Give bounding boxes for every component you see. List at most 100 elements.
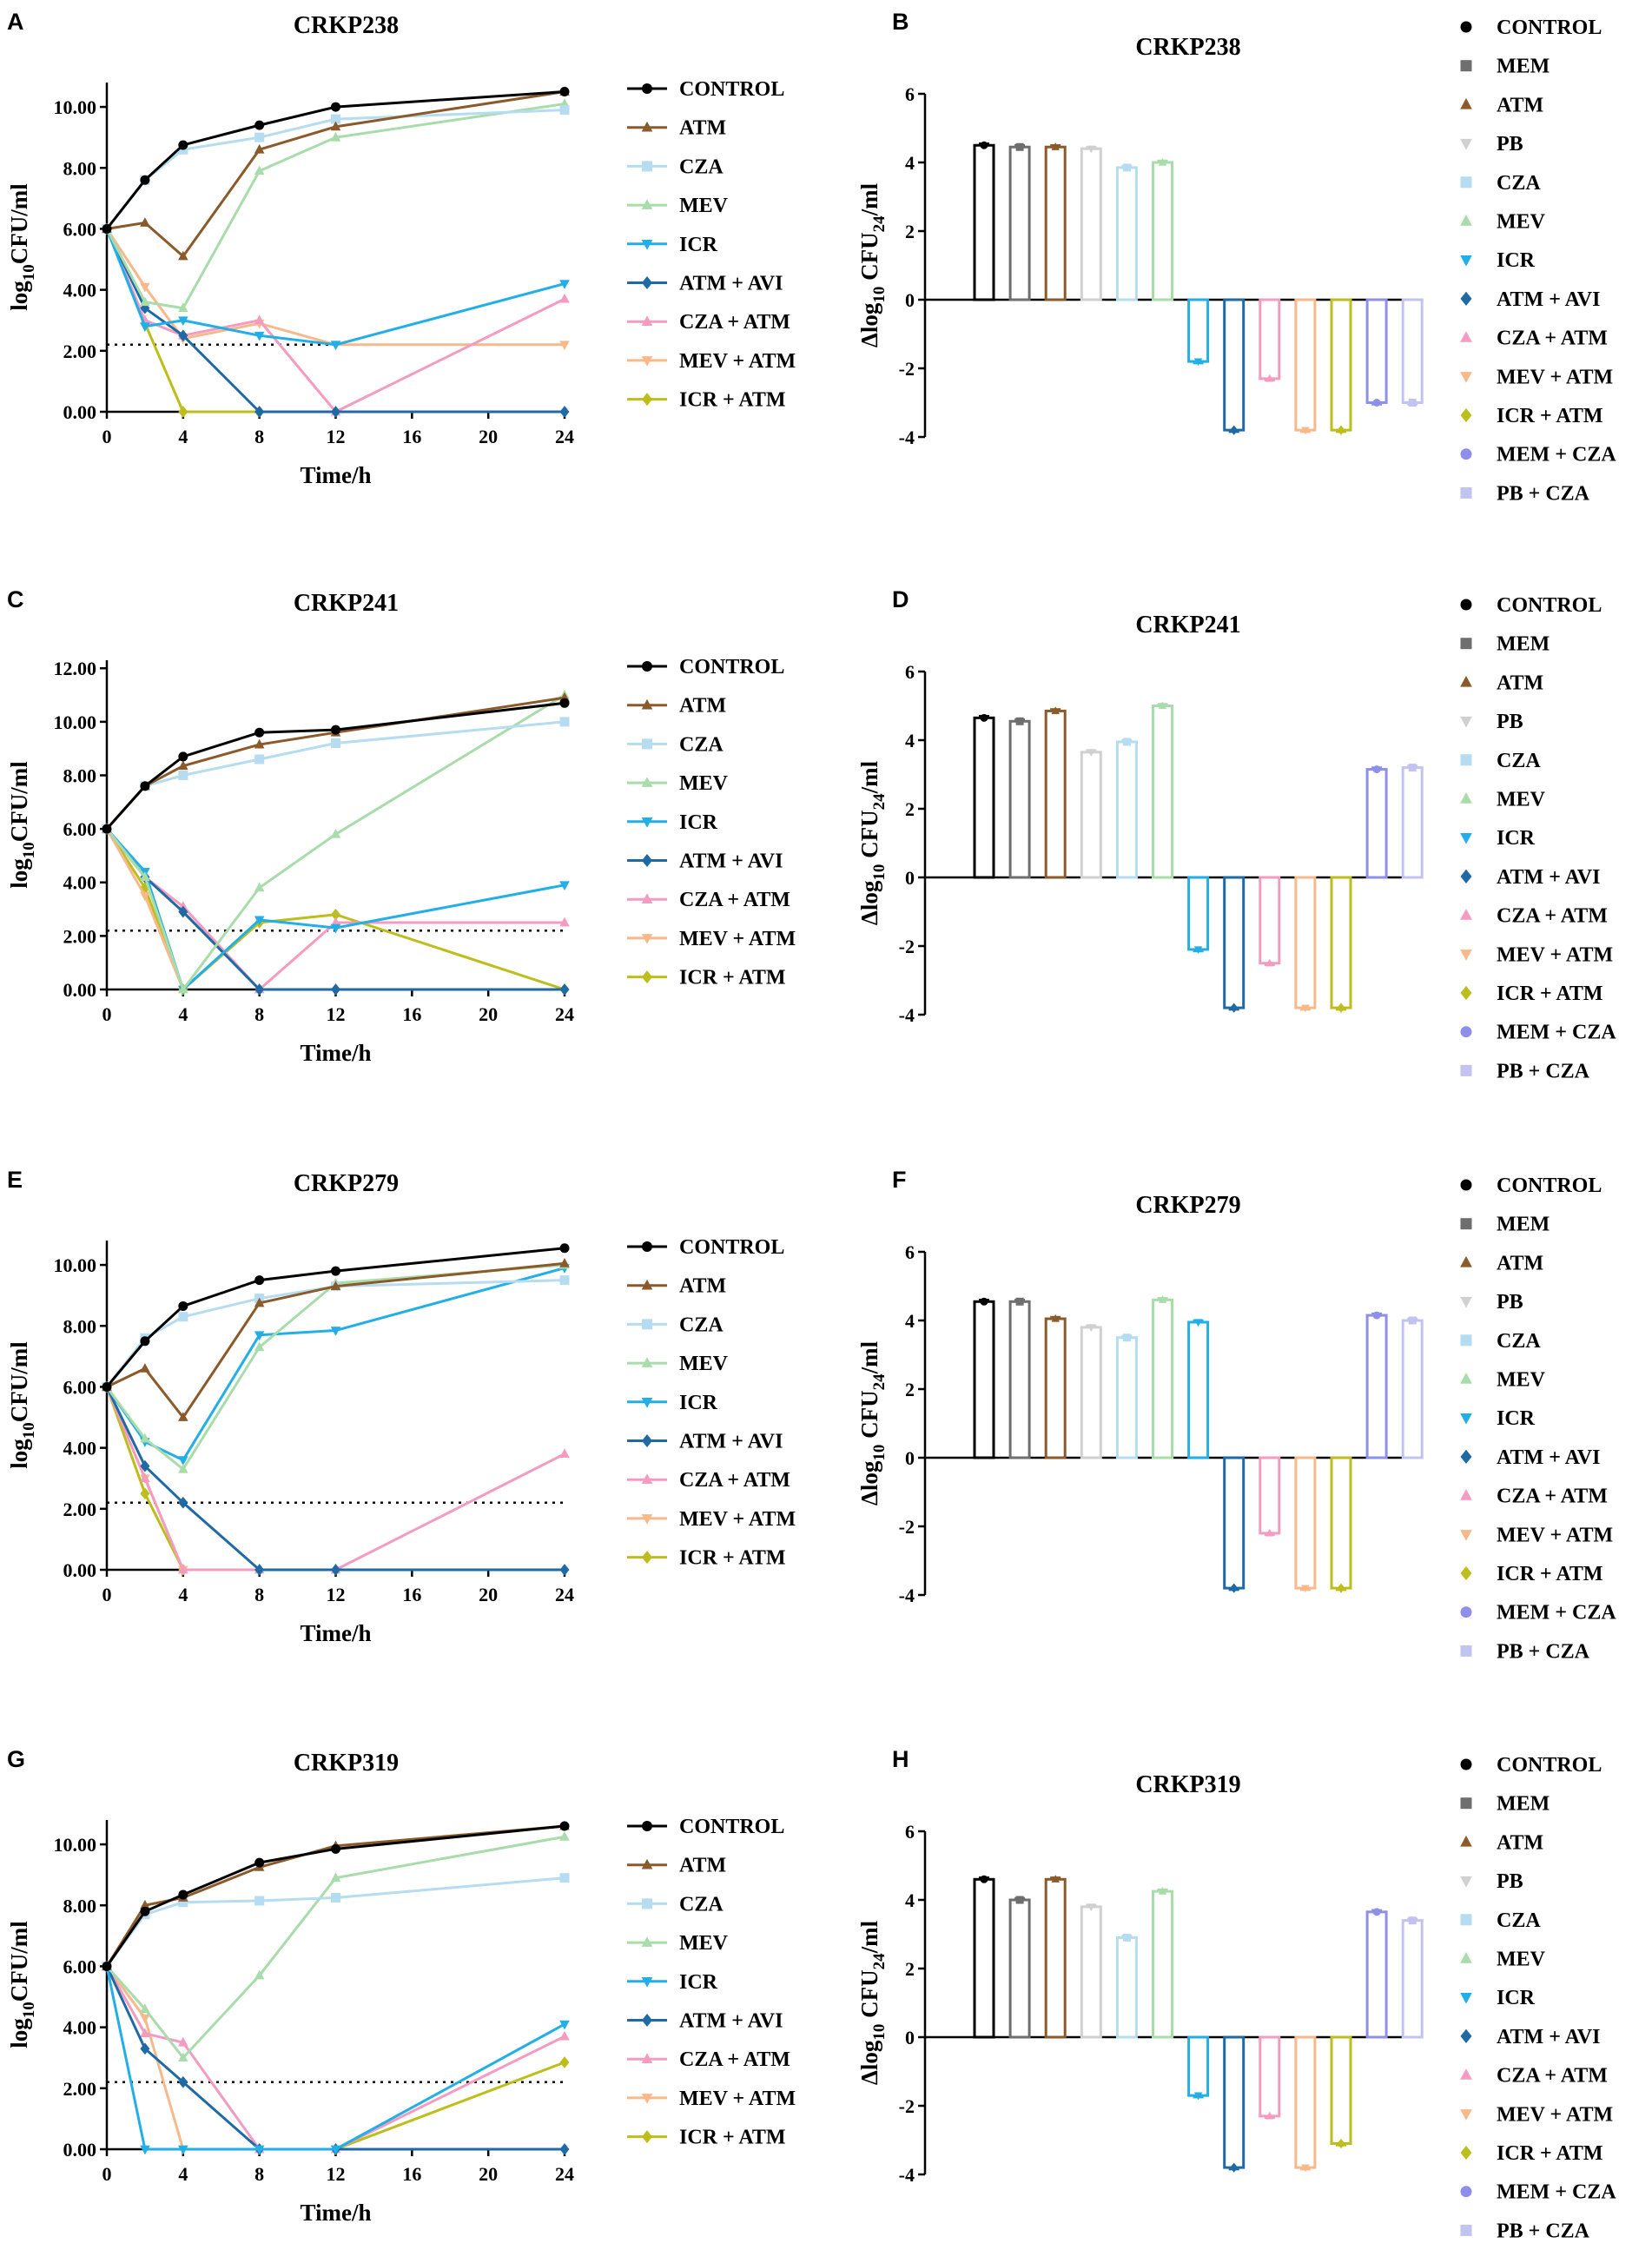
data-point xyxy=(330,828,341,838)
data-point xyxy=(178,1496,188,1509)
panel-letter-c: C xyxy=(7,586,24,612)
series-line xyxy=(105,228,565,414)
legend-label: ICR + ATM xyxy=(679,967,786,989)
legend-marker xyxy=(1460,2028,1472,2044)
bar-mev xyxy=(1152,157,1173,301)
legend-label: CZA + ATM xyxy=(1497,905,1608,928)
legend-label: MEV xyxy=(1497,789,1546,811)
legend-label: ATM xyxy=(1497,94,1543,116)
bar-marker xyxy=(1265,2111,1274,2120)
legend-label: ICR + ATM xyxy=(1497,983,1603,1005)
series-line xyxy=(105,1279,565,1388)
panel-letter-d: D xyxy=(892,586,909,612)
y-tick-label: 4.00 xyxy=(63,280,97,301)
legend-label: CZA + ATM xyxy=(679,1469,790,1492)
data-point xyxy=(330,131,341,142)
bar-marker xyxy=(1015,142,1024,151)
legend-item: MEM + CZA xyxy=(1460,444,1616,467)
data-point xyxy=(140,2014,150,2024)
bar-marker xyxy=(1301,1004,1310,1013)
bar-mev-atm xyxy=(1294,298,1317,435)
legend-marker xyxy=(1460,909,1472,920)
y-tick-label: 10.00 xyxy=(54,711,97,733)
legend-marker xyxy=(1460,1218,1472,1230)
legend-label: CZA + ATM xyxy=(679,311,790,334)
legend-marker xyxy=(1460,1914,1472,1926)
y-axis-label: log10CFU/ml xyxy=(6,761,38,889)
legend-marker xyxy=(1460,1835,1472,1847)
legend-label: CONTROL xyxy=(679,656,784,678)
bar-pb-cza xyxy=(1401,1316,1424,1459)
legend-marker xyxy=(641,1357,653,1367)
x-tick-label: 24 xyxy=(555,2163,574,2185)
legend-marker xyxy=(642,161,652,172)
data-point xyxy=(330,341,341,351)
bar-marker xyxy=(1301,1585,1310,1593)
y-axis-label-subscript: 24 xyxy=(870,1953,889,1970)
legend-marker xyxy=(1460,1026,1472,1038)
x-tick-label: 20 xyxy=(479,1003,498,1025)
data-point xyxy=(559,1821,570,1831)
bar-cza xyxy=(1115,1333,1138,1459)
legend-marker xyxy=(1460,21,1472,33)
series-line xyxy=(259,2061,565,2151)
data-point xyxy=(140,2003,150,2013)
data-point xyxy=(254,1564,265,1576)
bar-rect xyxy=(1187,2035,1210,2097)
data-point xyxy=(559,2056,570,2068)
legend: CONTROL MEM ATM PB CZA MEV ICR ATM + AVI CZA + A… xyxy=(1460,1754,1616,2242)
bar-marker xyxy=(1230,1003,1239,1013)
legend-label: MEV + ATM xyxy=(679,2088,796,2110)
data-point xyxy=(331,725,340,735)
bar-rect xyxy=(973,143,995,301)
x-tick-label: 16 xyxy=(402,2163,421,2185)
legend-label: PB + CZA xyxy=(1497,1640,1590,1663)
legend-item: ICR xyxy=(1460,1987,1536,2009)
bar-icr xyxy=(1187,1319,1210,1459)
y-axis-label-subscript: 10 xyxy=(870,287,889,303)
legend-label: MEV + ATM xyxy=(1497,943,1613,966)
bar-marker xyxy=(1122,1933,1131,1942)
bar-marker xyxy=(1230,425,1239,435)
legend-item: MEM xyxy=(1460,633,1550,656)
legend-marker xyxy=(1460,1993,1472,2004)
legend-marker xyxy=(642,1821,652,1831)
data-point xyxy=(140,2042,150,2055)
data-point xyxy=(330,2145,341,2155)
y-tick-label: 10.00 xyxy=(54,1254,97,1276)
bar-cza xyxy=(1115,738,1138,879)
series-line xyxy=(105,1824,565,1968)
legend-marker xyxy=(642,393,652,407)
data-point xyxy=(331,983,340,996)
data-point xyxy=(178,1564,188,1574)
legend-item: ATM + AVI xyxy=(627,273,783,295)
y-axis-label-subscript: 24 xyxy=(870,793,889,811)
y-axis-label-part: CFU/ml xyxy=(6,1921,32,2002)
bar-marker xyxy=(1087,749,1096,757)
y-tick-label: 6 xyxy=(905,1241,915,1263)
data-point xyxy=(254,754,265,764)
bar-rect xyxy=(973,716,995,879)
y-axis-label-subscript: 10 xyxy=(20,2002,38,2018)
legend-item: ATM xyxy=(627,695,726,718)
bar-chart-b: CRKP238 6 4 2 0 -2 -4 Δlog10 CFU24/ml CONTROL MEM… xyxy=(856,17,1616,505)
bar-rect xyxy=(1294,876,1317,1009)
bar-marker xyxy=(980,1875,988,1883)
data-point xyxy=(559,881,570,891)
legend-marker xyxy=(1460,138,1472,150)
bar-mem xyxy=(1008,142,1031,301)
y-axis-label-part: Δlog xyxy=(856,1460,882,1506)
legend-marker xyxy=(642,738,652,750)
y-axis-label-part: /ml xyxy=(856,1920,882,1954)
bar-rect xyxy=(1080,751,1102,879)
y-axis-label-part: Δlog xyxy=(856,880,882,925)
bar-rect xyxy=(1044,1317,1067,1459)
data-point xyxy=(331,1892,340,1903)
legend-label: ICR xyxy=(679,811,718,834)
y-axis-label-subscript: 24 xyxy=(870,215,889,233)
legend-label: CZA xyxy=(679,1314,724,1336)
bar-cza-atm xyxy=(1259,2035,1281,2120)
bar-marker xyxy=(1015,1297,1024,1306)
data-point xyxy=(559,87,570,97)
y-axis-label: Δlog10 CFU24/ml xyxy=(856,760,889,925)
